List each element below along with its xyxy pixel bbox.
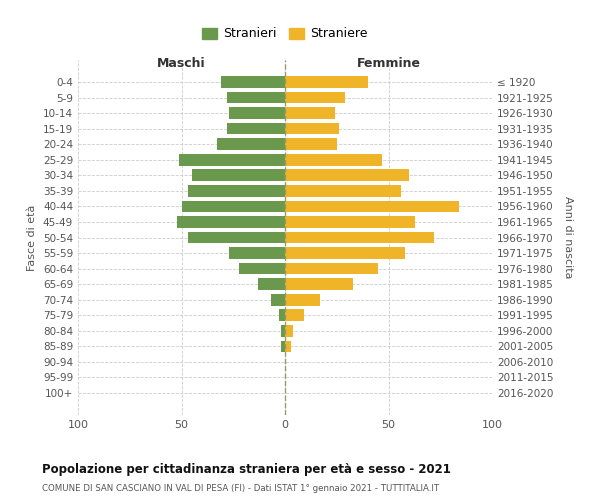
Bar	[227, 123, 285, 134]
Bar	[221, 76, 285, 88]
Bar	[285, 170, 409, 181]
Bar	[258, 278, 285, 290]
Text: COMUNE DI SAN CASCIANO IN VAL DI PESA (FI) - Dati ISTAT 1° gennaio 2021 - TUTTIT: COMUNE DI SAN CASCIANO IN VAL DI PESA (F…	[42, 484, 439, 493]
Bar	[179, 154, 285, 166]
Bar	[188, 185, 285, 196]
Bar	[285, 216, 415, 228]
Y-axis label: Fasce di età: Fasce di età	[28, 204, 37, 270]
Bar	[285, 232, 434, 243]
Legend: Stranieri, Straniere: Stranieri, Straniere	[198, 24, 372, 44]
Bar	[285, 340, 291, 352]
Bar	[285, 123, 339, 134]
Bar	[217, 138, 285, 150]
Bar	[192, 170, 285, 181]
Text: Popolazione per cittadinanza straniera per età e sesso - 2021: Popolazione per cittadinanza straniera p…	[42, 462, 451, 475]
Bar	[281, 325, 285, 336]
Bar	[285, 92, 345, 104]
Bar	[285, 154, 382, 166]
Bar	[285, 107, 335, 119]
Bar	[285, 278, 353, 290]
Bar	[279, 310, 285, 321]
Bar	[285, 138, 337, 150]
Bar	[188, 232, 285, 243]
Bar	[229, 247, 285, 259]
Bar	[182, 200, 285, 212]
Bar	[285, 294, 320, 306]
Bar	[271, 294, 285, 306]
Bar	[285, 247, 405, 259]
Y-axis label: Anni di nascita: Anni di nascita	[563, 196, 573, 279]
Bar	[227, 92, 285, 104]
Bar	[281, 340, 285, 352]
Bar	[178, 216, 285, 228]
Bar	[285, 76, 368, 88]
Bar	[285, 325, 293, 336]
Text: Maschi: Maschi	[157, 56, 206, 70]
Bar	[285, 263, 378, 274]
Bar	[239, 263, 285, 274]
Bar	[285, 185, 401, 196]
Text: Femmine: Femmine	[356, 56, 421, 70]
Bar	[285, 200, 459, 212]
Bar	[285, 310, 304, 321]
Bar	[229, 107, 285, 119]
